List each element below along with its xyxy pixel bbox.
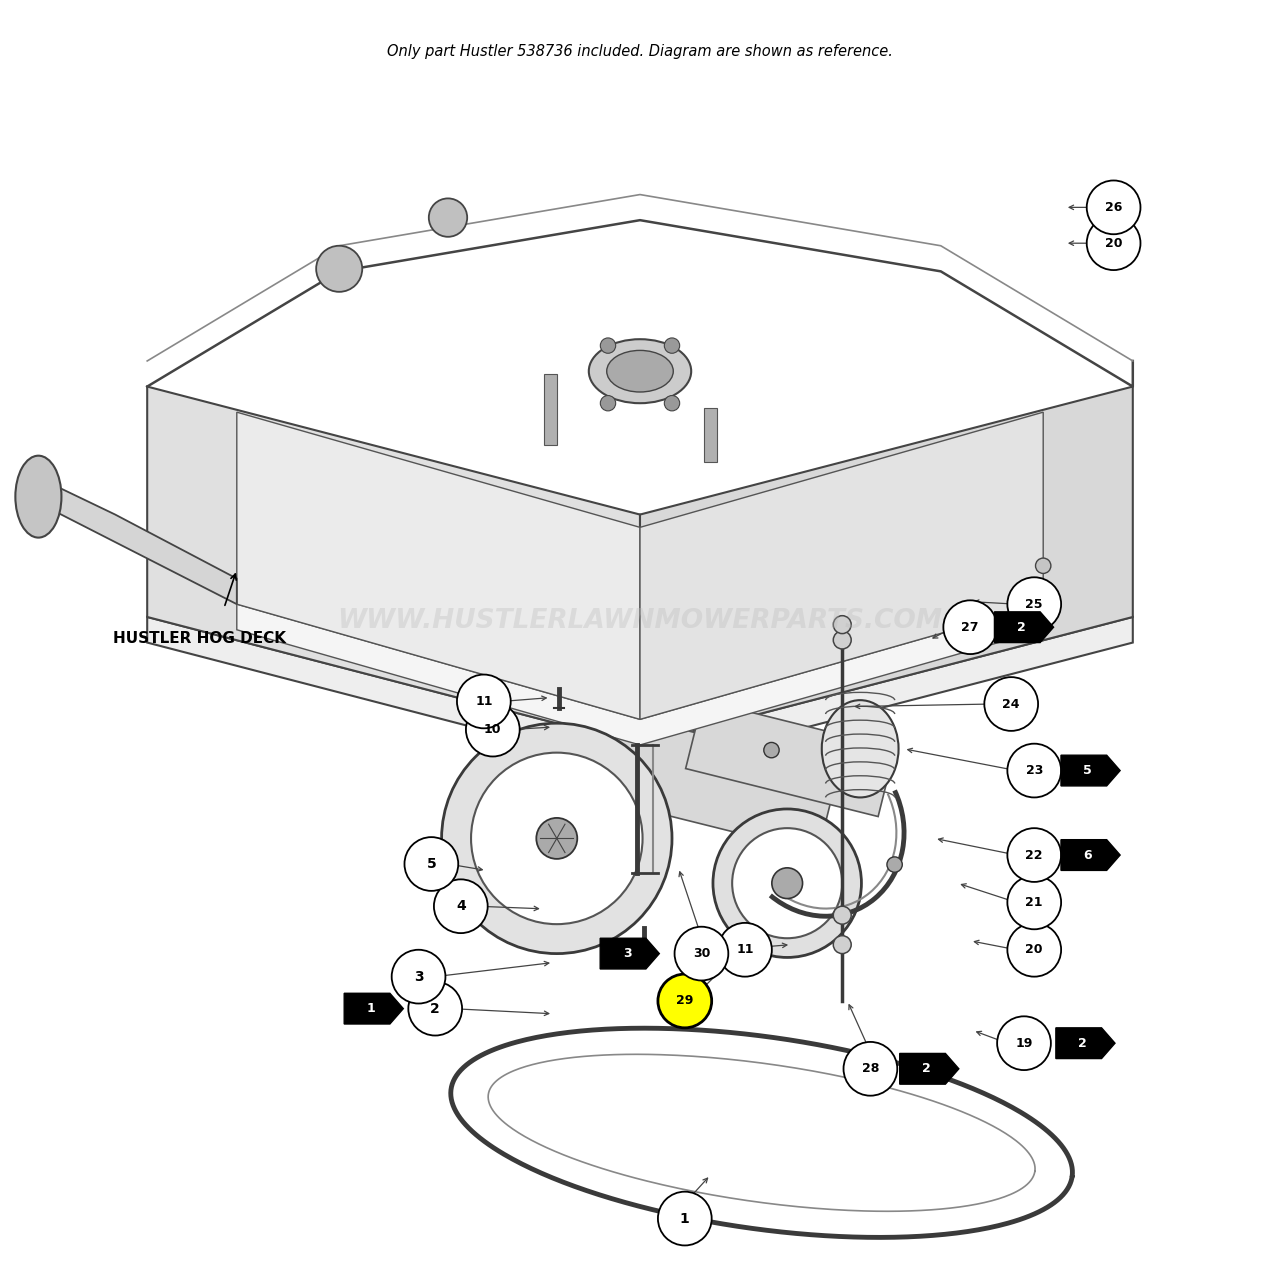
Circle shape bbox=[1007, 828, 1061, 882]
Text: 5: 5 bbox=[1083, 764, 1092, 777]
Circle shape bbox=[833, 906, 851, 924]
Circle shape bbox=[1007, 923, 1061, 977]
Polygon shape bbox=[589, 712, 838, 852]
Polygon shape bbox=[344, 993, 403, 1024]
Text: 27: 27 bbox=[961, 621, 979, 634]
Text: 1: 1 bbox=[366, 1002, 375, 1015]
Text: 10: 10 bbox=[484, 723, 502, 736]
Ellipse shape bbox=[589, 339, 691, 403]
Text: 4: 4 bbox=[456, 900, 466, 913]
Bar bbox=[704, 408, 717, 462]
Text: 2: 2 bbox=[430, 1002, 440, 1015]
Text: 3: 3 bbox=[623, 947, 631, 960]
Circle shape bbox=[1087, 180, 1140, 234]
Polygon shape bbox=[51, 484, 237, 604]
Text: 2: 2 bbox=[922, 1062, 931, 1075]
Text: 21: 21 bbox=[1025, 896, 1043, 909]
Circle shape bbox=[887, 856, 902, 872]
Circle shape bbox=[833, 936, 851, 954]
Polygon shape bbox=[1061, 755, 1120, 786]
Polygon shape bbox=[237, 604, 1043, 745]
Circle shape bbox=[471, 753, 643, 924]
Circle shape bbox=[429, 198, 467, 237]
Circle shape bbox=[658, 974, 712, 1028]
Circle shape bbox=[466, 703, 520, 756]
Text: 30: 30 bbox=[692, 947, 710, 960]
Ellipse shape bbox=[15, 456, 61, 538]
Text: 20: 20 bbox=[1105, 237, 1123, 250]
Polygon shape bbox=[147, 387, 640, 745]
Circle shape bbox=[833, 616, 851, 634]
Circle shape bbox=[434, 879, 488, 933]
Polygon shape bbox=[1061, 840, 1120, 870]
Circle shape bbox=[664, 396, 680, 411]
Circle shape bbox=[732, 828, 842, 938]
Circle shape bbox=[442, 723, 672, 954]
Text: 5: 5 bbox=[426, 858, 436, 870]
Polygon shape bbox=[600, 938, 659, 969]
Text: Only part Hustler 538736 included. Diagram are shown as reference.: Only part Hustler 538736 included. Diagr… bbox=[387, 44, 893, 59]
Circle shape bbox=[316, 246, 362, 292]
Bar bbox=[544, 374, 557, 445]
Circle shape bbox=[675, 927, 728, 980]
Polygon shape bbox=[147, 617, 1133, 771]
Text: 26: 26 bbox=[1105, 201, 1123, 214]
Ellipse shape bbox=[822, 700, 899, 797]
Text: WWW.HUSTLERLAWNMOWERPARTS.COM: WWW.HUSTLERLAWNMOWERPARTS.COM bbox=[338, 608, 942, 634]
Circle shape bbox=[457, 675, 511, 728]
Polygon shape bbox=[686, 700, 895, 817]
Text: 29: 29 bbox=[676, 995, 694, 1007]
Text: 19: 19 bbox=[1015, 1037, 1033, 1050]
Text: 28: 28 bbox=[861, 1062, 879, 1075]
Circle shape bbox=[772, 868, 803, 899]
Polygon shape bbox=[640, 387, 1133, 745]
Circle shape bbox=[833, 631, 851, 649]
Text: 11: 11 bbox=[475, 695, 493, 708]
Circle shape bbox=[1007, 577, 1061, 631]
Circle shape bbox=[997, 1016, 1051, 1070]
Circle shape bbox=[658, 1192, 712, 1245]
Polygon shape bbox=[900, 1053, 959, 1084]
Text: 24: 24 bbox=[1002, 698, 1020, 710]
Circle shape bbox=[943, 600, 997, 654]
Text: 3: 3 bbox=[413, 970, 424, 983]
Circle shape bbox=[1007, 876, 1061, 929]
Text: 6: 6 bbox=[1084, 849, 1092, 861]
Polygon shape bbox=[995, 612, 1053, 643]
Circle shape bbox=[764, 742, 780, 758]
Circle shape bbox=[984, 677, 1038, 731]
Polygon shape bbox=[640, 412, 1043, 719]
Circle shape bbox=[664, 338, 680, 353]
Circle shape bbox=[1036, 558, 1051, 573]
Text: 2: 2 bbox=[1016, 621, 1025, 634]
Polygon shape bbox=[237, 412, 640, 719]
Circle shape bbox=[1007, 744, 1061, 797]
Circle shape bbox=[408, 982, 462, 1036]
Circle shape bbox=[404, 837, 458, 891]
Circle shape bbox=[713, 809, 861, 957]
Text: 11: 11 bbox=[736, 943, 754, 956]
Circle shape bbox=[1033, 594, 1053, 614]
Polygon shape bbox=[1056, 1028, 1115, 1059]
Text: 23: 23 bbox=[1025, 764, 1043, 777]
Circle shape bbox=[718, 923, 772, 977]
Circle shape bbox=[536, 818, 577, 859]
Circle shape bbox=[844, 1042, 897, 1096]
Circle shape bbox=[1087, 216, 1140, 270]
Circle shape bbox=[600, 396, 616, 411]
Text: 1: 1 bbox=[680, 1212, 690, 1225]
Text: 25: 25 bbox=[1025, 598, 1043, 611]
Text: 20: 20 bbox=[1025, 943, 1043, 956]
Circle shape bbox=[600, 338, 616, 353]
Text: 22: 22 bbox=[1025, 849, 1043, 861]
Ellipse shape bbox=[607, 351, 673, 392]
Text: HUSTLER HOG DECK: HUSTLER HOG DECK bbox=[113, 631, 285, 646]
Circle shape bbox=[392, 950, 445, 1004]
Text: 2: 2 bbox=[1078, 1037, 1087, 1050]
